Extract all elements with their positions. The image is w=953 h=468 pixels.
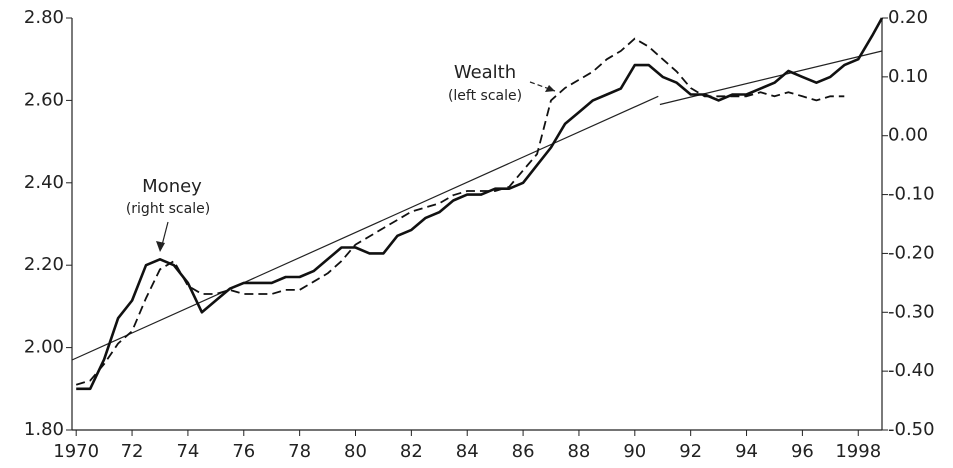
x-tick-label: 76 bbox=[232, 441, 255, 462]
y2-tick-label: 0.20 bbox=[888, 7, 928, 28]
trend-line bbox=[71, 95, 659, 361]
y2-tick-label: -0.20 bbox=[888, 242, 935, 263]
y-tick-label: 2.40 bbox=[24, 172, 64, 193]
y2-tick-label: -0.40 bbox=[888, 360, 935, 381]
x-tick-label: 92 bbox=[679, 441, 702, 462]
x-tick-label: 80 bbox=[344, 441, 367, 462]
y-tick-label: 2.00 bbox=[24, 337, 64, 358]
x-tick-label: 90 bbox=[623, 441, 646, 462]
series-line bbox=[76, 17, 884, 391]
series-line bbox=[75, 37, 845, 386]
annotation: Wealth bbox=[454, 62, 516, 83]
arrow-head bbox=[156, 241, 165, 252]
x-tick-label: 86 bbox=[512, 441, 535, 462]
x-tick-label: 88 bbox=[567, 441, 590, 462]
annotation-arrow bbox=[529, 81, 556, 92]
y-tick-label: 2.80 bbox=[24, 7, 64, 28]
annotation: Money bbox=[142, 176, 202, 197]
annotation-note: (left scale) bbox=[448, 88, 522, 104]
y2-tick-label: -0.10 bbox=[888, 184, 935, 205]
y2-tick-label: 0.00 bbox=[888, 125, 928, 146]
x-tick-label: 94 bbox=[735, 441, 758, 462]
x-tick-label: 1970 bbox=[53, 441, 99, 462]
x-tick-label: 72 bbox=[121, 441, 144, 462]
x-tick-label: 78 bbox=[288, 441, 311, 462]
y-tick-label: 2.20 bbox=[24, 254, 64, 275]
y2-tick-label: -0.50 bbox=[888, 419, 935, 440]
trend-line bbox=[659, 50, 883, 106]
y-tick-label: 2.60 bbox=[24, 89, 64, 110]
y2-tick-label: 0.10 bbox=[888, 66, 928, 87]
x-tick-label: 96 bbox=[791, 441, 814, 462]
x-tick-label: 1998 bbox=[835, 441, 881, 462]
annotation-note: (right scale) bbox=[126, 201, 210, 217]
arrow-head bbox=[545, 85, 555, 92]
x-tick-label: 84 bbox=[456, 441, 479, 462]
y-tick-label: 1.80 bbox=[24, 419, 64, 440]
x-tick-label: 74 bbox=[176, 441, 199, 462]
x-tick-label: 82 bbox=[400, 441, 423, 462]
y2-tick-label: -0.30 bbox=[888, 301, 935, 322]
